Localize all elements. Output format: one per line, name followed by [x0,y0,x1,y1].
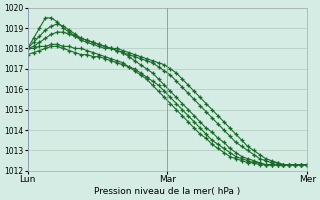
X-axis label: Pression niveau de la mer( hPa ): Pression niveau de la mer( hPa ) [94,187,241,196]
